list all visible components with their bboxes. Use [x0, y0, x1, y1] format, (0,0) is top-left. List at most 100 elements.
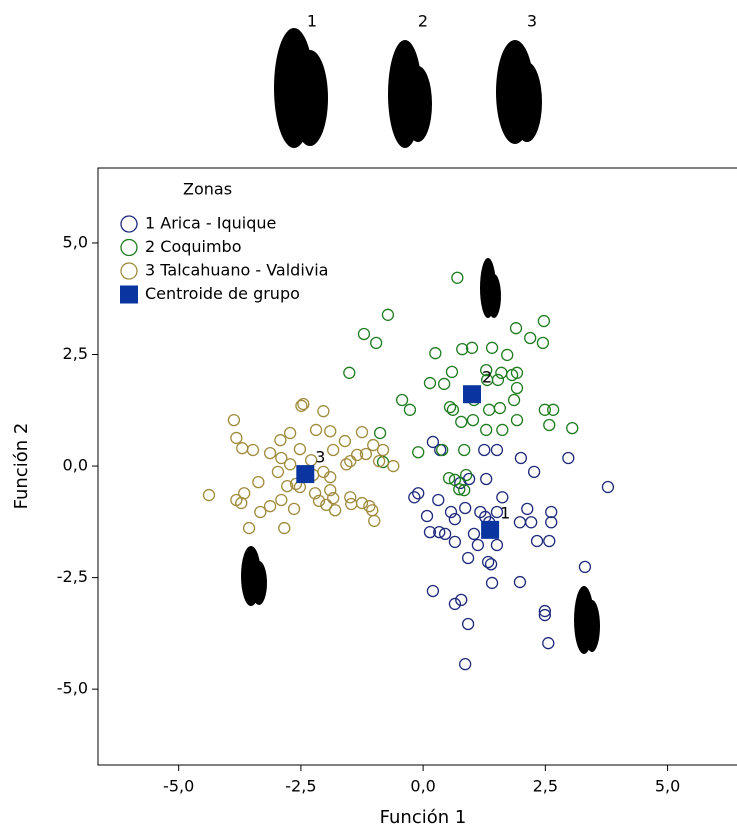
- x-tick-label: 5,0: [655, 777, 680, 796]
- point: [448, 535, 462, 549]
- y-tick-label: -5,0: [57, 679, 88, 698]
- point: [433, 525, 446, 539]
- y-axis-label: Función 2: [11, 423, 32, 510]
- point: [271, 465, 285, 479]
- point: [459, 501, 472, 515]
- legend-marker: [120, 238, 138, 257]
- shell-image: [241, 546, 267, 606]
- centroid: [463, 385, 482, 404]
- point: [446, 403, 460, 416]
- point: [525, 516, 538, 529]
- x-tick-label: 2,5: [533, 777, 558, 796]
- point: [510, 381, 524, 395]
- point: [246, 443, 260, 457]
- point: [509, 322, 523, 335]
- legend-label: 3 Talcahuano - Valdivia: [145, 261, 328, 280]
- image-label: 3: [527, 12, 537, 31]
- point: [578, 560, 592, 574]
- point: [376, 443, 390, 457]
- x-tick-label: -2,5: [285, 777, 316, 796]
- point: [230, 493, 243, 507]
- point: [543, 534, 556, 548]
- point: [442, 471, 456, 485]
- y-tick-label: -2,5: [57, 567, 88, 586]
- point: [363, 500, 376, 513]
- point: [537, 314, 551, 328]
- centroid-label: 2: [482, 368, 492, 387]
- point: [230, 431, 243, 445]
- point: [444, 505, 458, 519]
- point: [510, 413, 524, 427]
- point: [514, 451, 528, 465]
- point: [340, 458, 353, 471]
- point: [324, 425, 337, 438]
- point: [451, 271, 464, 284]
- point: [547, 403, 560, 416]
- point: [403, 403, 417, 416]
- y-tick-label: 2,5: [63, 344, 88, 363]
- point: [295, 399, 308, 412]
- point: [275, 493, 288, 507]
- point: [355, 496, 369, 510]
- point: [350, 448, 364, 462]
- point: [448, 597, 462, 611]
- x-axis-label: Función 1: [380, 807, 467, 827]
- point: [455, 415, 468, 429]
- point: [543, 418, 556, 432]
- point: [566, 421, 579, 435]
- point: [297, 397, 310, 411]
- point: [471, 538, 485, 552]
- point: [395, 393, 409, 407]
- point: [462, 472, 476, 486]
- point: [370, 336, 383, 350]
- centroid: [481, 520, 500, 539]
- point: [252, 475, 265, 489]
- shell-images: [241, 28, 600, 654]
- point: [254, 505, 267, 519]
- point: [373, 426, 387, 440]
- point: [293, 442, 307, 456]
- shell-image: [388, 40, 432, 148]
- point: [513, 516, 527, 529]
- point: [344, 454, 357, 468]
- point: [367, 438, 380, 452]
- point: [496, 491, 509, 504]
- point: [601, 480, 615, 494]
- point: [461, 617, 475, 631]
- point: [343, 366, 356, 379]
- point: [458, 483, 471, 497]
- image-label: 2: [418, 12, 428, 31]
- point: [465, 341, 479, 354]
- point: [530, 534, 544, 548]
- point: [521, 502, 534, 516]
- point: [437, 377, 451, 391]
- point: [545, 516, 558, 529]
- point: [459, 658, 472, 671]
- point: [355, 425, 369, 439]
- point: [242, 521, 256, 535]
- point: [436, 443, 449, 457]
- shell-image: [574, 586, 600, 654]
- point: [345, 497, 358, 511]
- point: [327, 443, 340, 457]
- shell-image: [496, 40, 542, 144]
- point: [484, 558, 498, 571]
- point: [312, 494, 326, 508]
- point: [263, 446, 277, 460]
- image-label: 1: [307, 12, 317, 31]
- point: [527, 465, 541, 479]
- legend-marker: [120, 262, 138, 280]
- centroid: [296, 465, 315, 484]
- point: [324, 471, 337, 484]
- point: [412, 487, 425, 500]
- centroid-label: 1: [500, 503, 510, 522]
- point: [309, 423, 323, 437]
- point: [328, 504, 342, 517]
- point: [359, 447, 373, 461]
- point: [327, 492, 340, 505]
- point: [426, 584, 440, 598]
- point: [274, 434, 287, 447]
- point: [317, 405, 330, 418]
- point: [320, 498, 333, 512]
- point: [368, 514, 381, 528]
